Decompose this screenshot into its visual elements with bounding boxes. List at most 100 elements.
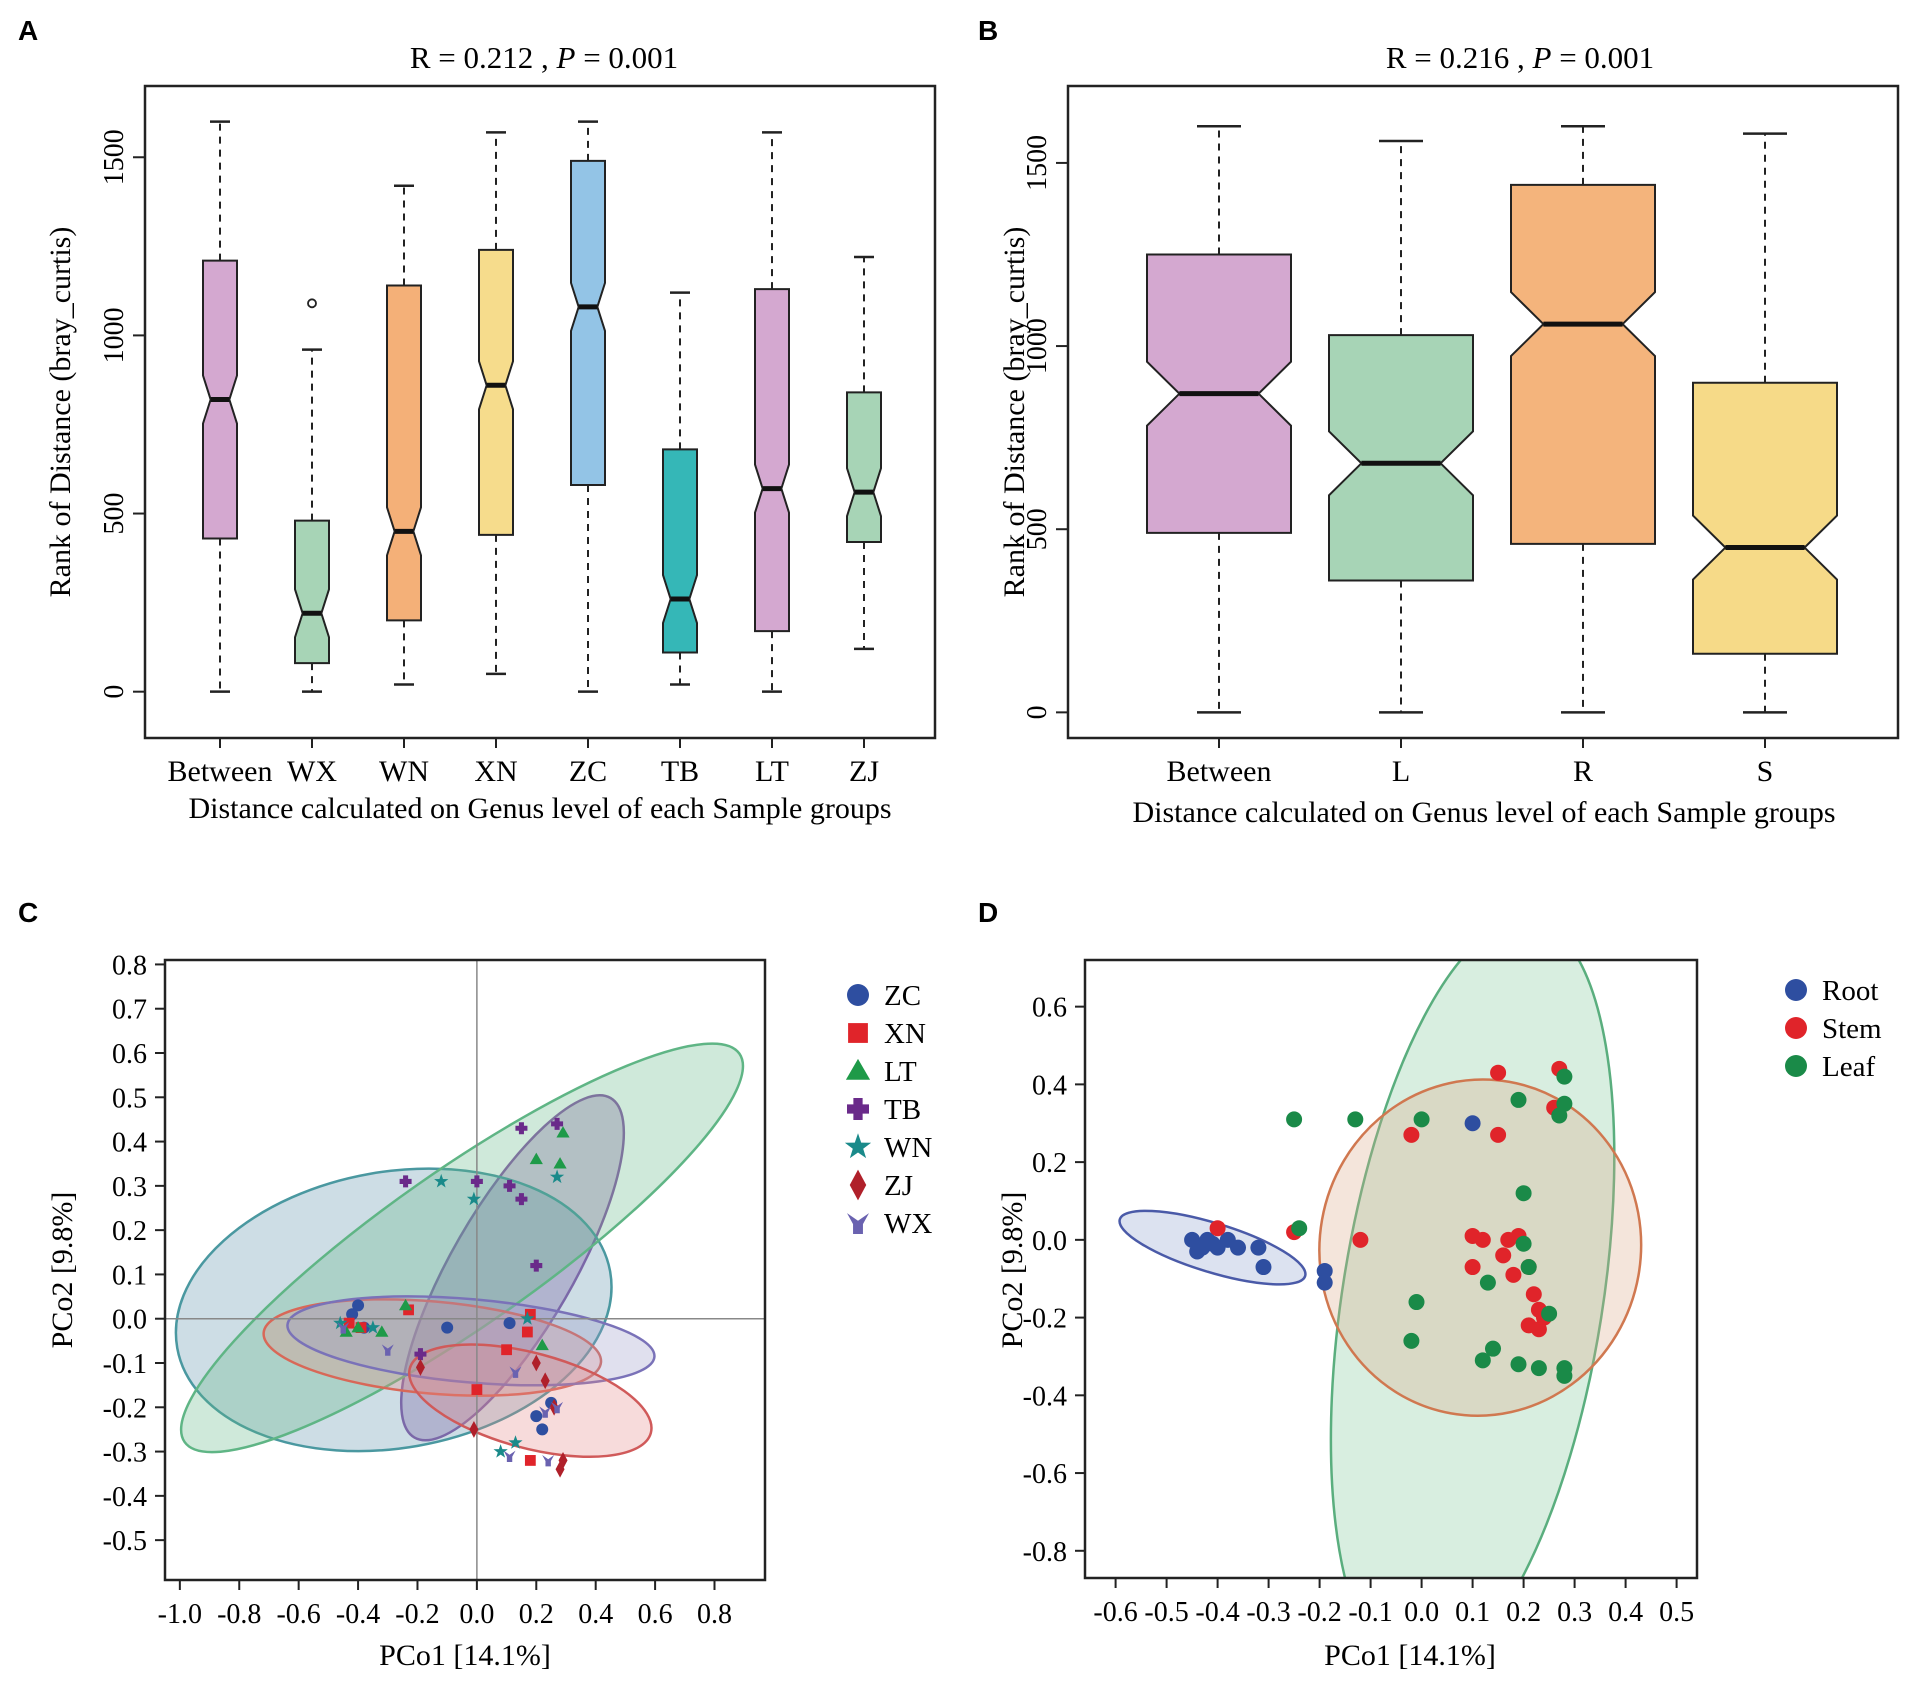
point-root	[1230, 1239, 1246, 1256]
point-leaf	[1479, 1274, 1496, 1291]
point-leaf	[1291, 1220, 1308, 1237]
x-tick-label: 0.4	[1608, 1597, 1643, 1628]
legend-marker-root	[1785, 979, 1807, 1001]
panel-d-y-axis-label: PCo2 [9.8%]	[996, 1192, 1029, 1349]
legend-label-wx: WX	[884, 1208, 932, 1240]
x-tick-label: -0.2	[1297, 1597, 1341, 1628]
y-tick-label: -0.4	[1023, 1381, 1067, 1412]
point-wx	[337, 1322, 350, 1334]
point-leaf	[1510, 1091, 1527, 1108]
panel-c-plot-frame	[163, 958, 767, 1582]
y-tick-label: 0.4	[112, 1128, 147, 1159]
point-tb	[399, 1175, 412, 1188]
panel-label-c: C	[18, 897, 38, 928]
point-stem	[1495, 1247, 1512, 1264]
box-l	[1328, 139, 1474, 714]
box-body	[386, 284, 422, 622]
legend-label-leaf: Leaf	[1822, 1051, 1875, 1083]
point-stem	[1464, 1259, 1481, 1276]
panel-a-y-axis-label: Rank of Distance (bray_curtis)	[44, 227, 77, 598]
y-tick-label: -0.3	[103, 1438, 147, 1469]
point-leaf	[1556, 1068, 1573, 1085]
x-tick-label: 0.1	[1455, 1597, 1490, 1628]
legend-label-zc: ZC	[884, 980, 921, 1012]
legend-label-tb: TB	[884, 1094, 921, 1126]
ellipse-zc	[174, 1167, 613, 1453]
y-tick-label: -0.2	[1023, 1304, 1067, 1335]
x-tick-label: XN	[474, 755, 517, 788]
legend-label-stem: Stem	[1822, 1013, 1882, 1045]
x-tick-label: WN	[379, 755, 429, 788]
point-leaf	[1403, 1332, 1420, 1349]
point-wn	[365, 1320, 381, 1334]
legend-label-root: Root	[1822, 975, 1878, 1007]
point-leaf	[1515, 1235, 1532, 1252]
point-zj	[558, 1452, 568, 1469]
point-lt	[529, 1152, 543, 1165]
point-stem	[1525, 1286, 1542, 1303]
x-tick-label: -0.2	[395, 1599, 439, 1630]
x-tick-label: -0.3	[1246, 1597, 1290, 1628]
box-body	[846, 391, 882, 544]
point-leaf	[1520, 1259, 1537, 1276]
y-tick-label: 0.2	[1032, 1148, 1067, 1179]
point-zc	[530, 1410, 543, 1423]
point-zc	[346, 1308, 359, 1321]
y-tick-label: 0.6	[112, 1039, 147, 1070]
point-tb	[530, 1259, 543, 1272]
panel-label-a: A	[18, 15, 38, 46]
x-tick-label: R	[1573, 755, 1593, 788]
legend-marker-leaf	[1785, 1055, 1807, 1077]
legend-marker-zc	[847, 984, 869, 1006]
legend-marker-stem	[1785, 1017, 1807, 1039]
y-tick-label: 0.3	[112, 1172, 147, 1203]
x-tick-label: 0.4	[578, 1599, 613, 1630]
point-wx	[381, 1344, 394, 1356]
panel-c-y-axis-label: PCo2 [9.8%]	[46, 1192, 79, 1349]
point-wn	[434, 1173, 449, 1188]
x-tick-label: S	[1757, 755, 1774, 788]
point-stem	[1352, 1231, 1369, 1248]
point-root	[1316, 1262, 1333, 1279]
point-stem	[1505, 1266, 1522, 1283]
point-lt	[398, 1298, 413, 1311]
box-zj	[846, 255, 882, 651]
x-tick-label: -0.6	[276, 1599, 320, 1630]
point-xn	[521, 1326, 533, 1338]
box-lt	[754, 131, 790, 693]
point-zc	[503, 1317, 516, 1330]
point-zc	[352, 1299, 365, 1312]
y-tick-label: 1000	[1022, 318, 1053, 374]
point-wn	[549, 1169, 565, 1184]
y-tick-label: -0.5	[103, 1526, 147, 1557]
panel-b-x-axis-label: Distance calculated on Genus level of ea…	[1132, 796, 1835, 829]
point-zj	[415, 1359, 425, 1376]
panel-c-chart: 0.8 0.7 0.6 0.5 0.4 0.3 0.2 0.1 0.0 -0.1 -0.2 -0.3 -…	[46, 950, 932, 1672]
y-tick-label: 0	[99, 685, 130, 699]
y-tick-label: 500	[99, 493, 130, 535]
point-stem	[1490, 1126, 1507, 1143]
point-zj	[540, 1372, 550, 1390]
point-wn	[333, 1315, 348, 1330]
point-leaf	[1474, 1352, 1491, 1369]
panel-d-chart: 0.60.40.20.0-0.2-0.4-0.6-0.8 -0.6 -0.5 -0.…	[996, 958, 1882, 1672]
x-tick-label: LT	[755, 755, 789, 788]
point-wn	[466, 1191, 481, 1206]
point-leaf	[1347, 1111, 1364, 1128]
x-tick-label: WX	[287, 755, 337, 788]
outlier-point	[307, 298, 317, 309]
point-wn	[520, 1311, 535, 1325]
box-xn	[478, 131, 514, 676]
y-tick-label: 0.1	[112, 1260, 147, 1291]
x-tick-label: -0.4	[1195, 1597, 1239, 1628]
x-tick-label: ZC	[569, 755, 607, 788]
box-tb	[662, 291, 698, 686]
box-body	[478, 248, 514, 536]
point-tb	[515, 1122, 528, 1135]
panel-label-d: D	[978, 897, 998, 928]
y-tick-label: -0.6	[1023, 1459, 1067, 1490]
point-lt	[553, 1157, 567, 1169]
y-tick-label: 0.2	[112, 1216, 147, 1247]
x-tick-label: -0.6	[1093, 1597, 1137, 1628]
